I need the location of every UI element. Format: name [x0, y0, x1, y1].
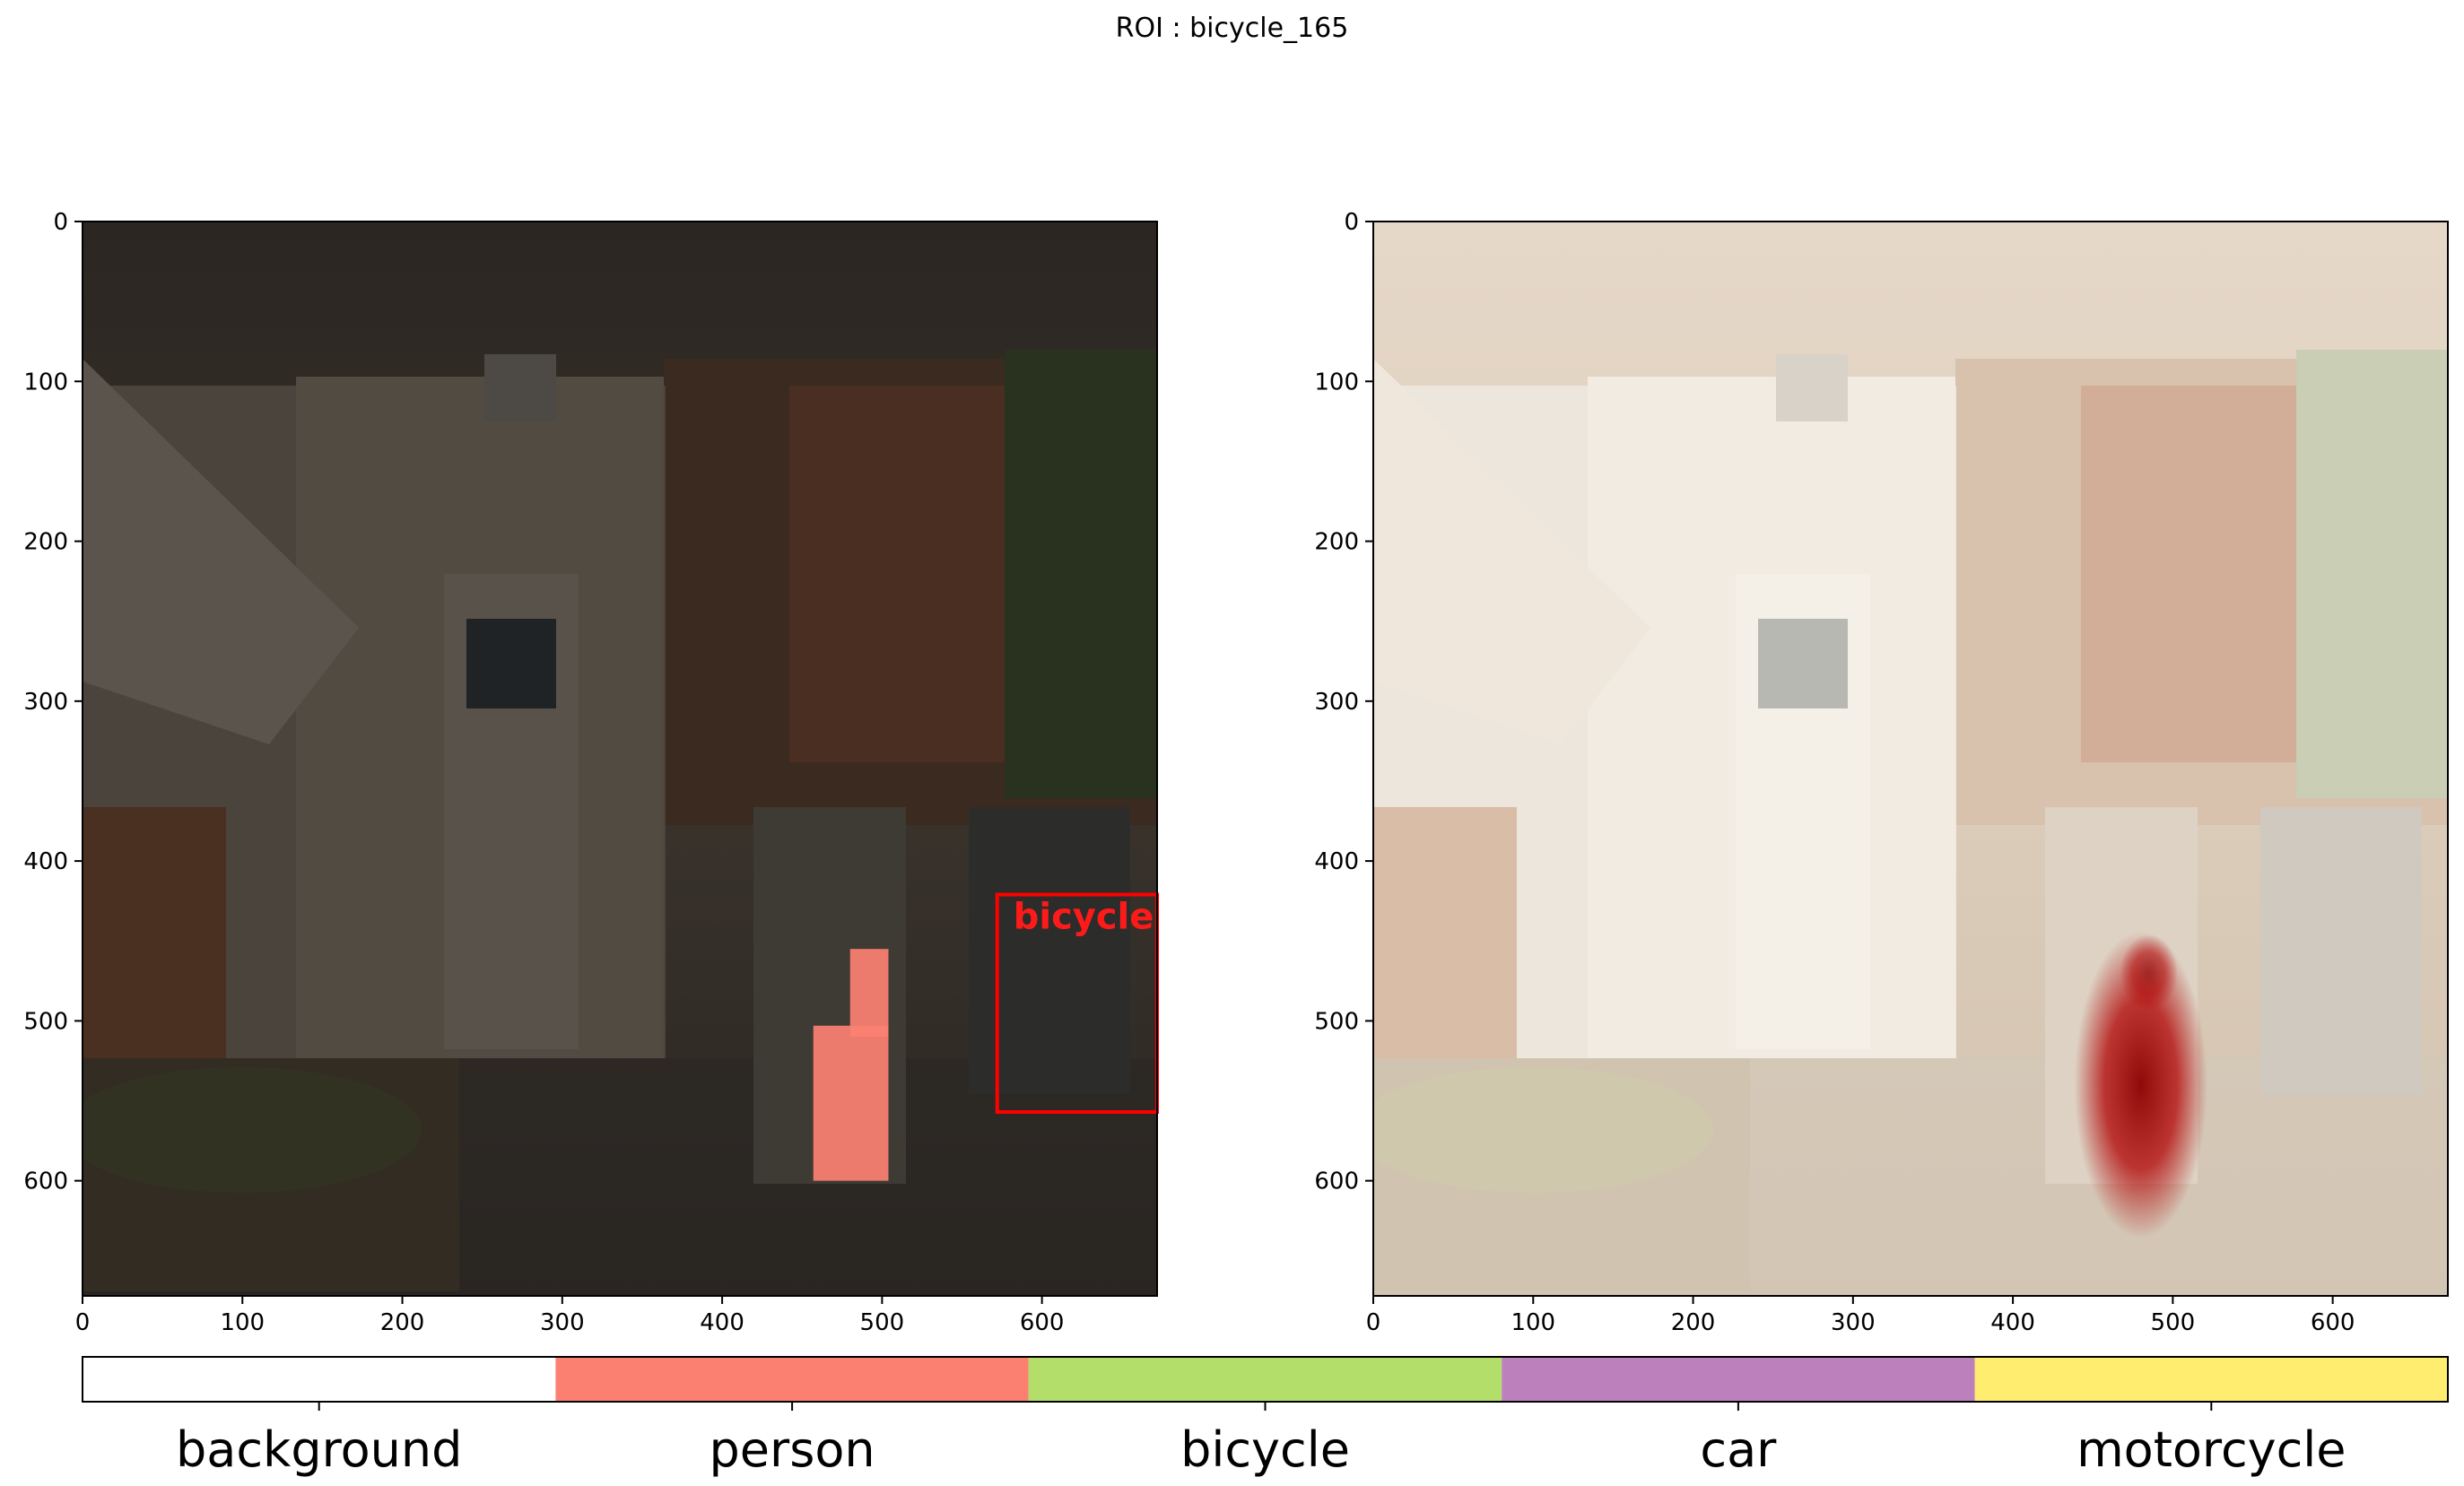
- left-xtick-label: 200: [380, 1309, 425, 1336]
- right-xtick-label: 600: [2311, 1309, 2355, 1336]
- left-xtick-label: 600: [1020, 1309, 1065, 1336]
- left-xtick-label: 300: [540, 1309, 585, 1336]
- left-axis-ticks: 0 100 200 300 400 500 600 0 100 200 300 400 500 600: [23, 209, 1064, 1336]
- legend-swatch-background: [83, 1357, 556, 1402]
- left-xtick-label: 500: [860, 1309, 905, 1336]
- left-ytick-label: 200: [23, 529, 68, 556]
- right-ytick-label: 200: [1314, 529, 1359, 556]
- left-ytick-label: 100: [23, 369, 68, 395]
- right-axes-frame: [1372, 221, 2449, 1297]
- left-overlays: bicycle: [813, 892, 1159, 1181]
- legend-swatch-person: [555, 1357, 1029, 1402]
- legend-label-bicycle: bicycle: [1180, 1421, 1350, 1478]
- right-xtick-label: 200: [1671, 1309, 1716, 1336]
- left-image-panel: bicycle 0 100 200 300 400 500 600 0 100 200 300 400…: [23, 209, 1159, 1336]
- left-ytick-label: 400: [23, 848, 68, 875]
- right-xtick-label: 400: [1990, 1309, 2035, 1336]
- class-legend: background person bicycle car motorcycle: [82, 1356, 2449, 1478]
- legend-frame: [82, 1356, 2449, 1403]
- right-ytick-label: 400: [1314, 848, 1359, 875]
- left-photo: [83, 222, 1157, 1296]
- left-xtick-label: 400: [700, 1309, 744, 1336]
- right-xtick-label: 500: [2151, 1309, 2196, 1336]
- right-heatmap-overlay: [2074, 931, 2207, 1238]
- legend-label-person: person: [710, 1421, 875, 1478]
- heatmap-peak: [2074, 931, 2207, 1238]
- heatmap-peak: [2120, 934, 2179, 1012]
- right-ytick-label: 500: [1314, 1008, 1359, 1035]
- left-axes-frame: [82, 221, 1158, 1297]
- right-photo: [1373, 222, 2448, 1296]
- legend-label-background: background: [176, 1421, 462, 1478]
- left-ytick-label: 600: [23, 1169, 68, 1195]
- right-axis-ticks: 0 100 200 300 400 500 600 0 100 200 300 400 500 600: [1314, 209, 2355, 1336]
- right-xtick-label: 0: [1366, 1309, 1381, 1336]
- legend-swatch-car: [1502, 1357, 1975, 1402]
- right-ytick-label: 100: [1314, 369, 1359, 395]
- mask-region-person: [813, 1025, 889, 1181]
- legend-swatch-bicycle: [1028, 1357, 1502, 1402]
- legend-swatch-motorcycle: [1974, 1357, 2448, 1402]
- right-xtick-label: 300: [1831, 1309, 1876, 1336]
- left-ytick-label: 500: [23, 1008, 68, 1035]
- right-ytick-label: 300: [1314, 689, 1359, 716]
- mask-region-person: [849, 949, 889, 1038]
- right-ytick-label: 0: [1344, 209, 1359, 236]
- left-ytick-label: 0: [53, 209, 68, 236]
- right-image-panel: 0 100 200 300 400 500 600 0 100 200 300 400 500 600: [1314, 209, 2449, 1336]
- detection-box-label: bicycle: [1014, 897, 1154, 938]
- legend-label-car: car: [1700, 1421, 1777, 1478]
- figure-title: ROI : bicycle_165: [1115, 13, 1349, 44]
- left-ytick-label: 300: [23, 689, 68, 716]
- right-xtick-label: 100: [1511, 1309, 1555, 1336]
- legend-label-motorcycle: motorcycle: [2077, 1421, 2346, 1478]
- left-xtick-label: 100: [220, 1309, 265, 1336]
- left-xtick-label: 0: [75, 1309, 91, 1336]
- right-ytick-label: 600: [1314, 1169, 1359, 1195]
